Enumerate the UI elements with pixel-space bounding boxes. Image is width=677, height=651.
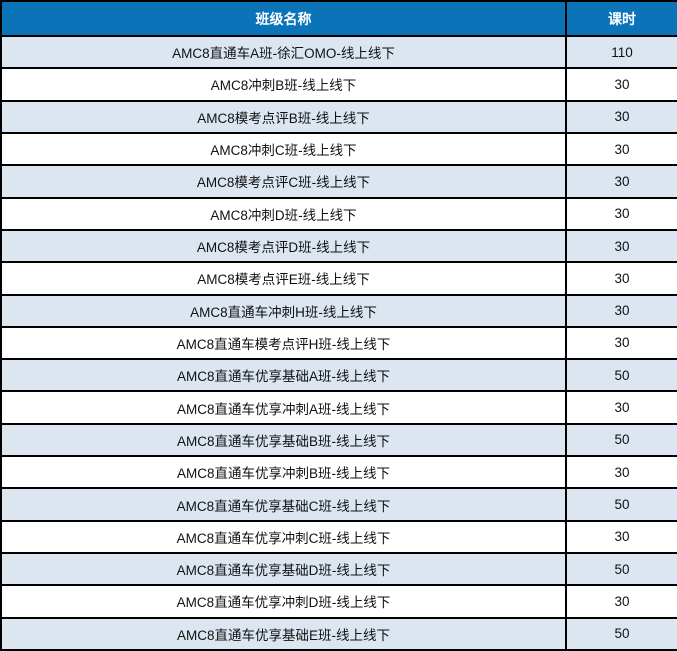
hours-cell: 30 xyxy=(565,519,677,555)
table-row: AMC8直通车优享冲刺D班-线上线下 30 xyxy=(0,584,677,619)
class-name-cell: AMC8直通车优享基础D班-线上线下 xyxy=(0,551,567,587)
table-row: AMC8直通车模考点评H班-线上线下 30 xyxy=(0,325,677,361)
hours-cell: 30 xyxy=(565,293,677,328)
class-name-cell: AMC8模考点评D班-线上线下 xyxy=(0,228,567,264)
hours-cell: 110 xyxy=(565,34,677,70)
table-row: AMC8直通车优享基础A班-线上线下 50 xyxy=(0,358,677,393)
table-row: AMC8直通车优享冲刺A班-线上线下 30 xyxy=(0,390,677,425)
class-name-cell: AMC8直通车优享冲刺B班-线上线下 xyxy=(0,455,567,490)
table-row: AMC8冲刺B班-线上线下 30 xyxy=(0,67,677,102)
class-name-cell: AMC8直通车优享基础B班-线上线下 xyxy=(0,422,567,458)
table-row: AMC8直通车优享基础B班-线上线下 50 xyxy=(0,422,677,458)
hours-cell: 30 xyxy=(565,261,677,296)
class-name-cell: AMC8直通车A班-徐汇OMO-线上线下 xyxy=(0,34,567,70)
class-name-cell: AMC8直通车优享冲刺A班-线上线下 xyxy=(0,390,567,425)
table-row: AMC8直通车优享冲刺B班-线上线下 30 xyxy=(0,455,677,490)
hours-cell: 50 xyxy=(565,487,677,522)
table-row: AMC8直通车A班-徐汇OMO-线上线下 110 xyxy=(0,34,677,70)
table-row: AMC8直通车优享基础E班-线上线下 50 xyxy=(0,616,677,651)
class-name-cell: AMC8冲刺B班-线上线下 xyxy=(0,67,567,102)
table-row: AMC8模考点评C班-线上线下 30 xyxy=(0,164,677,199)
hours-cell: 30 xyxy=(565,164,677,199)
table-row: AMC8直通车优享基础D班-线上线下 50 xyxy=(0,551,677,587)
hours-cell: 30 xyxy=(565,131,677,167)
hours-cell: 50 xyxy=(565,358,677,393)
hours-cell: 50 xyxy=(565,551,677,587)
class-name-cell: AMC8冲刺D班-线上线下 xyxy=(0,196,567,231)
table-row: AMC8模考点评D班-线上线下 30 xyxy=(0,228,677,264)
hours-cell: 50 xyxy=(565,422,677,458)
table-header-row: 班级名称 课时 xyxy=(0,0,677,37)
class-name-cell: AMC8冲刺C班-线上线下 xyxy=(0,131,567,167)
table-row: AMC8冲刺D班-线上线下 30 xyxy=(0,196,677,231)
column-header-class-name: 班级名称 xyxy=(0,0,567,37)
hours-cell: 30 xyxy=(565,196,677,231)
class-name-cell: AMC8直通车优享冲刺C班-线上线下 xyxy=(0,519,567,555)
hours-cell: 30 xyxy=(565,455,677,490)
class-name-cell: AMC8直通车优享基础E班-线上线下 xyxy=(0,616,567,651)
table-row: AMC8直通车冲刺H班-线上线下 30 xyxy=(0,293,677,328)
class-name-cell: AMC8直通车优享基础A班-线上线下 xyxy=(0,358,567,393)
class-name-cell: AMC8直通车优享基础C班-线上线下 xyxy=(0,487,567,522)
table-row: AMC8冲刺C班-线上线下 30 xyxy=(0,131,677,167)
class-name-cell: AMC8直通车冲刺H班-线上线下 xyxy=(0,293,567,328)
table-row: AMC8模考点评E班-线上线下 30 xyxy=(0,261,677,296)
hours-cell: 30 xyxy=(565,99,677,134)
class-name-cell: AMC8模考点评C班-线上线下 xyxy=(0,164,567,199)
hours-cell: 30 xyxy=(565,228,677,264)
table-row: AMC8直通车优享基础C班-线上线下 50 xyxy=(0,487,677,522)
column-header-hours: 课时 xyxy=(565,0,677,37)
hours-cell: 30 xyxy=(565,584,677,619)
hours-cell: 30 xyxy=(565,325,677,361)
class-name-cell: AMC8直通车模考点评H班-线上线下 xyxy=(0,325,567,361)
hours-cell: 50 xyxy=(565,616,677,651)
class-name-cell: AMC8模考点评E班-线上线下 xyxy=(0,261,567,296)
table-row: AMC8模考点评B班-线上线下 30 xyxy=(0,99,677,134)
hours-cell: 30 xyxy=(565,67,677,102)
class-name-cell: AMC8直通车优享冲刺D班-线上线下 xyxy=(0,584,567,619)
class-name-cell: AMC8模考点评B班-线上线下 xyxy=(0,99,567,134)
hours-cell: 30 xyxy=(565,390,677,425)
table-row: AMC8直通车优享冲刺C班-线上线下 30 xyxy=(0,519,677,555)
